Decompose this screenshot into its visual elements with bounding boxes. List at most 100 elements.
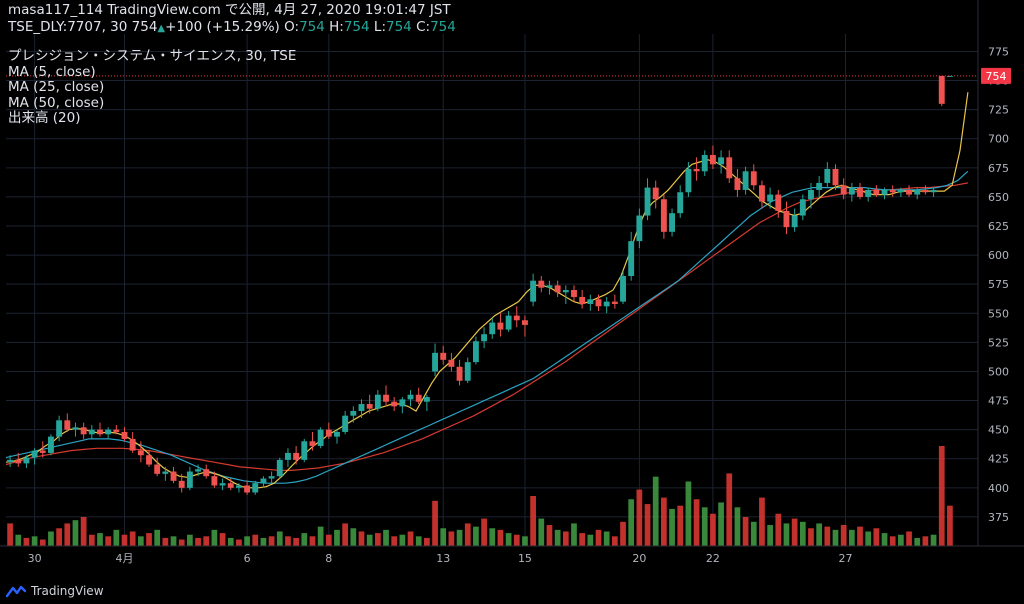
symbol-ohlc-line: TSE_DLY:7707, 30 754▲+100 (+15.29%) O:75… [8,19,456,37]
volume-bar [628,499,635,546]
volume-bar [23,537,30,546]
candle-body [783,210,790,228]
volume-bar [783,523,790,546]
volume-bar [865,531,872,546]
volume-bar [15,534,22,546]
candle-body [750,171,757,186]
volume-bar [750,521,757,546]
volume-bar [440,528,447,546]
candle-body [186,471,193,488]
x-tick-label: 20 [632,552,646,565]
candle-body [759,185,765,202]
volume-bar [7,523,13,546]
volume-bar [424,537,430,546]
candle-body [366,404,373,409]
candle-body [938,75,945,104]
candle-body [595,299,602,307]
y-tick-label: 575 [988,278,1009,291]
volume-bar [603,531,610,546]
candle-body [342,415,349,432]
legend-ma5[interactable]: MA (5, close) [8,63,96,80]
tradingview-branding[interactable]: TradingView [6,584,104,598]
volume-bar [595,529,602,546]
candle-body [325,429,332,437]
candle-body [456,366,463,381]
legend-ma25[interactable]: MA (25, close) [8,79,105,95]
volume-bar [366,534,373,546]
candle-body [113,429,120,432]
candle-body [644,187,651,216]
volume-bar [268,536,275,546]
candle-body [23,457,30,464]
volume-bar [652,476,659,546]
candle-body [726,157,733,179]
candlesticks [7,75,953,495]
volume-bar [881,533,888,546]
y-tick-label: 550 [988,307,1009,320]
volume-bar [244,536,250,546]
candle-body [636,215,643,242]
y-tick-label: 400 [988,482,1009,495]
candle-body [56,420,63,437]
candle-body [930,189,937,193]
volume-bar [334,529,340,546]
candle-body [88,429,95,435]
legend-ma50[interactable]: MA (50, close) [8,94,105,111]
volume-bars [7,446,953,546]
candle-body [906,189,912,195]
volume-bar [571,523,577,546]
volume-bar [734,507,741,546]
candle-body [693,168,700,172]
y-tick-label: 475 [988,395,1009,408]
candle-body [505,315,512,330]
x-tick-label: 6 [244,552,251,565]
candle-body [276,459,283,477]
candle-body [7,459,14,463]
volume-bar [342,523,349,546]
volume-bar [236,539,242,546]
volume-bar [522,536,528,546]
y-tick-label: 675 [988,162,1009,175]
candle-body [914,189,921,195]
candle-body [391,401,398,407]
volume-bar [554,529,561,546]
x-tick-label: 27 [839,552,853,565]
candle-body [481,334,488,342]
legend-title[interactable]: プレシジョン・システム・サイエンス, 30, TSE [8,48,297,64]
volume-bar [88,534,95,546]
candle-body [350,411,357,416]
tradingview-logo-icon [6,585,26,598]
candle-body [946,75,953,77]
publish-info: masa117_114 TradingView.com で公開, 4月 27, … [8,2,451,18]
volume-bar [97,533,103,546]
volume-bar [456,529,463,546]
volume-bar [72,520,79,546]
volume-bar [611,536,618,546]
candle-body [105,429,112,435]
last-price-label: 754 [986,70,1007,83]
candle-body [170,471,177,481]
candle-body [137,450,144,456]
legend-volume[interactable]: 出来高 (20) [8,110,81,126]
volume-bar [938,446,945,546]
volume-bar [710,513,716,546]
candle-body [64,420,71,430]
volume-bar [726,473,733,546]
candle-body [742,171,749,190]
x-tick-label: 22 [706,552,720,565]
x-tick-label: 15 [518,552,532,565]
candle-body [513,315,520,321]
volume-bar [432,500,438,546]
volume-bar [718,502,724,546]
candle-body [334,431,340,437]
volume-bar [693,499,700,546]
candle-body [162,471,169,474]
candle-body [97,429,103,435]
candle-body [571,290,577,297]
grid-lines [6,34,978,546]
volume-bar [906,531,912,546]
candle-body [146,455,152,465]
candle-body [554,285,561,293]
candle-body [317,429,324,446]
